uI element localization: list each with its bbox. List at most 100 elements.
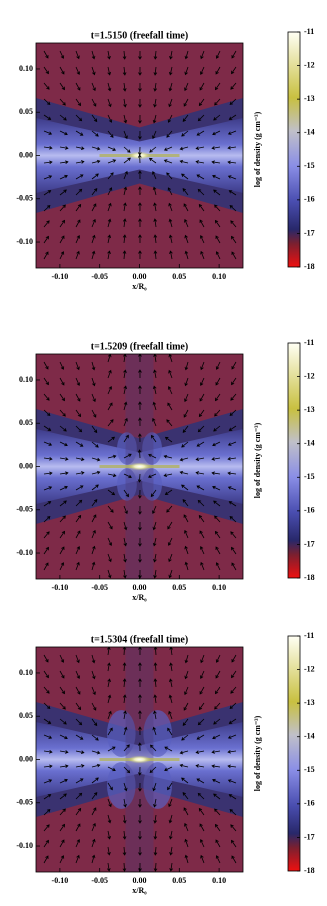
velocity-arrow bbox=[163, 473, 173, 478]
velocity-arrow bbox=[182, 114, 189, 123]
velocity-arrow bbox=[75, 485, 84, 491]
velocity-arrow bbox=[153, 369, 157, 379]
velocity-arrow bbox=[169, 862, 173, 872]
velocity-arrow bbox=[59, 515, 66, 523]
colorbar-tick-label: -14 bbox=[304, 732, 315, 741]
velocity-arrow bbox=[138, 234, 142, 244]
velocity-arrow bbox=[59, 251, 65, 260]
velocity-arrow bbox=[184, 250, 189, 260]
velocity-arrow bbox=[138, 553, 142, 563]
velocity-arrow bbox=[181, 734, 189, 741]
velocity-arrow bbox=[43, 779, 53, 784]
velocity-arrow bbox=[91, 545, 96, 555]
velocity-arrow bbox=[228, 190, 237, 196]
velocity-arrow bbox=[75, 250, 80, 260]
velocity-arrow bbox=[227, 734, 237, 739]
lobe bbox=[107, 762, 136, 809]
velocity-arrow bbox=[211, 146, 221, 150]
velocity-arrow bbox=[138, 114, 142, 124]
velocity-arrow bbox=[181, 484, 189, 491]
velocity-arrow bbox=[166, 419, 173, 427]
velocity-arrow bbox=[167, 187, 173, 196]
velocity-arrow bbox=[122, 862, 127, 872]
velocity-arrow bbox=[107, 473, 117, 478]
velocity-arrow bbox=[43, 718, 52, 724]
velocity-arrow bbox=[184, 82, 189, 92]
velocity-arrow bbox=[213, 793, 221, 800]
velocity-arrow bbox=[183, 409, 189, 418]
velocity-arrow bbox=[183, 702, 189, 711]
velocity-arrow bbox=[59, 189, 67, 196]
velocity-arrow bbox=[167, 386, 173, 395]
velocity-arrow bbox=[184, 377, 189, 387]
velocity-arrow bbox=[43, 220, 50, 228]
velocity-arrow bbox=[91, 561, 96, 571]
velocity-arrow bbox=[59, 441, 68, 447]
velocity-arrow bbox=[231, 66, 237, 75]
velocity-arrow bbox=[211, 764, 221, 768]
velocity-arrow bbox=[75, 807, 82, 816]
velocity-arrow bbox=[214, 204, 221, 212]
velocity-arrow bbox=[181, 441, 189, 448]
velocity-arrow bbox=[123, 202, 127, 212]
velocity-arrow bbox=[199, 546, 205, 555]
velocity-arrow bbox=[123, 710, 127, 720]
velocity-arrow bbox=[215, 251, 221, 260]
velocity-arrow bbox=[123, 146, 131, 153]
velocity-arrow bbox=[183, 98, 189, 107]
core bbox=[127, 462, 152, 471]
velocity-arrow bbox=[152, 401, 157, 411]
velocity-arrow bbox=[138, 694, 142, 704]
velocity-arrow bbox=[231, 50, 237, 59]
velocity-arrow bbox=[199, 377, 205, 386]
velocity-arrow bbox=[75, 530, 81, 539]
velocity-arrow bbox=[213, 425, 221, 432]
velocity-arrow bbox=[138, 647, 142, 656]
velocity-arrow bbox=[152, 537, 157, 547]
velocity-arrow bbox=[184, 218, 189, 228]
velocity-arrow bbox=[138, 798, 142, 808]
velocity-arrow bbox=[197, 499, 205, 507]
velocity-arrow bbox=[198, 203, 205, 212]
velocity-arrow bbox=[122, 66, 127, 76]
velocity-arrow bbox=[91, 686, 96, 696]
velocity-arrow bbox=[153, 662, 158, 672]
velocity-arrow bbox=[91, 514, 97, 523]
colorbar bbox=[287, 31, 301, 268]
colorbar-tick-label: -16 bbox=[304, 195, 315, 204]
velocity-arrow bbox=[215, 235, 221, 244]
velocity-arrow bbox=[229, 516, 237, 523]
velocity-arrow bbox=[212, 441, 221, 447]
velocity-arrow bbox=[138, 537, 142, 547]
velocity-arrow bbox=[107, 82, 112, 92]
velocity-arrow bbox=[137, 154, 142, 164]
x-tick-label: 0.05 bbox=[172, 583, 186, 592]
velocity-arrow bbox=[107, 454, 117, 459]
velocity-arrow bbox=[214, 82, 221, 91]
velocity-arrow bbox=[91, 146, 101, 151]
colorbar-tick-label: -12 bbox=[304, 664, 315, 673]
velocity-arrow bbox=[227, 779, 237, 784]
velocity-arrow bbox=[212, 778, 221, 784]
velocity-arrow bbox=[138, 521, 142, 531]
velocity-arrow bbox=[184, 838, 189, 848]
velocity-arrow bbox=[152, 782, 157, 792]
velocity-arrow bbox=[214, 515, 221, 523]
velocity-arrow bbox=[153, 250, 158, 260]
y-tick-label: 0.00 bbox=[19, 150, 33, 159]
velocity-arrow bbox=[214, 98, 221, 106]
velocity-arrow bbox=[152, 521, 157, 531]
velocity-arrow bbox=[168, 830, 173, 840]
x-tick-label: 0.00 bbox=[133, 272, 147, 281]
velocity-arrow bbox=[214, 219, 221, 228]
velocity-arrow bbox=[138, 678, 142, 688]
velocity-arrow bbox=[164, 489, 173, 496]
velocity-arrow bbox=[231, 546, 237, 555]
velocity-arrow bbox=[123, 505, 128, 515]
velocity-arrow bbox=[199, 686, 205, 695]
velocity-arrow bbox=[183, 203, 189, 212]
velocity-arrow bbox=[138, 782, 142, 792]
velocity-arrow bbox=[107, 159, 117, 164]
velocity-arrow bbox=[107, 114, 113, 123]
velocity-arrow bbox=[123, 782, 128, 792]
